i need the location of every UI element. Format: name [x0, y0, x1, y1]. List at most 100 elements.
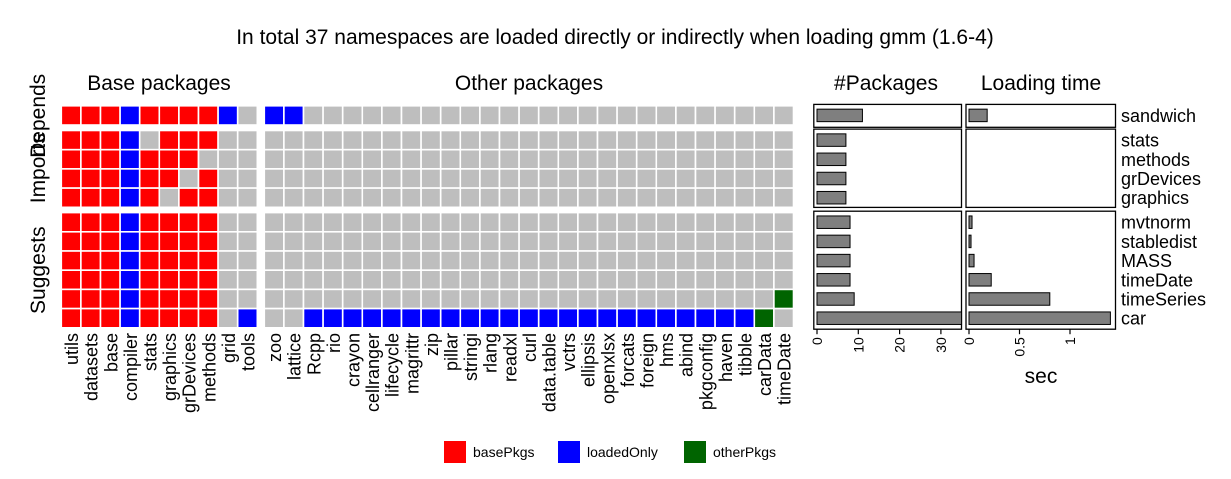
cell-car-forcats [616, 307, 638, 329]
cell-timeSeries-hms [655, 288, 677, 310]
cell-sandwich-datasets [80, 105, 102, 126]
cell-mvtnorm-forcats [616, 211, 638, 233]
cell-methods-curl [518, 148, 540, 170]
cell-graphics-tibble [733, 187, 756, 209]
cell-stabledist-hms [655, 231, 677, 252]
time-axis-tick-label-1: 0.5 [1012, 337, 1028, 357]
cell-timeDate-datasets [80, 269, 102, 291]
cell-stabledist-crayon [341, 231, 364, 252]
cell-methods-Rcpp [302, 148, 324, 170]
cell-graphics-grid [217, 187, 239, 209]
cell-methods-ellipsis [577, 148, 599, 170]
cell-timeDate-lattice [283, 269, 305, 291]
cell-graphics-pkgconfig [694, 187, 716, 209]
cell-stabledist-graphics [158, 231, 180, 252]
row-label-stats: stats [1121, 131, 1159, 151]
cell-stats-zoo [263, 129, 285, 151]
cell-timeSeries-timeDate [773, 288, 795, 310]
cell-sandwich-Rcpp [302, 105, 324, 126]
cell-methods-grid [217, 148, 239, 170]
cell-grDevices-pkgconfig [694, 168, 716, 189]
cell-stats-timeDate [773, 129, 795, 151]
cell-sandwich-foreign [635, 105, 658, 126]
cell-graphics-lattice [283, 187, 305, 209]
cell-MASS-base [99, 250, 121, 272]
cell-timeSeries-ellipsis [577, 288, 599, 310]
time-panel-frame-depends [965, 103, 1117, 128]
column-label-zoo: zoo [265, 333, 285, 362]
cell-mvtnorm-pillar [439, 211, 462, 233]
count-bar-timeSeries [816, 292, 855, 306]
time-panel-frame-imports [965, 128, 1117, 209]
cell-methods-carData [753, 148, 775, 170]
cell-car-zip [420, 307, 442, 329]
cell-mvtnorm-timeDate [773, 211, 795, 233]
column-label-magrittr: magrittr [402, 333, 422, 394]
cell-mvtnorm-lifecycle [381, 211, 403, 233]
cell-MASS-forcats [616, 250, 638, 272]
cell-timeSeries-abind [675, 288, 697, 310]
cell-stabledist-zoo [263, 231, 285, 252]
column-label-curl: curl [520, 333, 540, 362]
cell-timeSeries-haven [714, 288, 736, 310]
column-label-timeDate: timeDate [775, 333, 795, 405]
cell-car-ellipsis [577, 307, 599, 329]
cell-methods-haven [714, 148, 736, 170]
cell-graphics-foreign [635, 187, 658, 209]
column-label-lattice: lattice [285, 333, 305, 380]
cell-timeSeries-curl [518, 288, 540, 310]
cell-car-readxl [498, 307, 520, 329]
cell-car-pillar [439, 307, 462, 329]
cell-car-data.table [537, 307, 560, 329]
cell-grDevices-pillar [439, 168, 462, 189]
cell-car-carData [753, 307, 775, 329]
row-label-MASS: MASS [1121, 251, 1172, 271]
cell-timeDate-methods [197, 269, 219, 291]
column-label-carData: carData [755, 332, 775, 396]
legend-label-loadedOnly: loadedOnly [587, 444, 658, 460]
cell-stats-utils [60, 129, 82, 151]
cell-timeSeries-base [99, 288, 121, 310]
cell-MASS-compiler [119, 250, 141, 272]
cell-sandwich-zoo [263, 105, 285, 126]
cell-stats-foreign [635, 129, 658, 151]
cell-stats-lattice [283, 129, 305, 151]
cell-sandwich-tools [236, 105, 259, 126]
cell-methods-openxlsx [596, 148, 618, 170]
column-label-hms: hms [657, 333, 677, 367]
cell-graphics-grDevices [178, 187, 200, 209]
cell-timeDate-graphics [158, 269, 180, 291]
cell-grDevices-stringi [459, 168, 481, 189]
cell-car-datasets [80, 307, 102, 329]
cell-methods-hms [655, 148, 677, 170]
column-label-readxl: readxl [500, 333, 520, 382]
cell-sandwich-vctrs [557, 105, 579, 126]
cell-graphics-readxl [498, 187, 520, 209]
cell-graphics-data.table [537, 187, 560, 209]
cell-stabledist-readxl [498, 231, 520, 252]
cell-car-magrittr [400, 307, 422, 329]
cell-grDevices-graphics [158, 168, 180, 189]
cell-timeDate-data.table [537, 269, 560, 291]
count-bar-stats [816, 133, 847, 147]
cell-timeDate-pillar [439, 269, 462, 291]
cell-mvtnorm-pkgconfig [694, 211, 716, 233]
cell-methods-abind [675, 148, 697, 170]
cell-stats-rlang [479, 129, 501, 151]
cell-sandwich-ellipsis [577, 105, 599, 126]
cell-stabledist-magrittr [400, 231, 422, 252]
cell-methods-pkgconfig [694, 148, 716, 170]
cell-grDevices-stats [138, 168, 161, 189]
cell-sandwich-tibble [733, 105, 756, 126]
cell-timeDate-curl [518, 269, 540, 291]
cell-methods-graphics [158, 148, 180, 170]
cell-MASS-crayon [341, 250, 364, 272]
cell-stabledist-rlang [479, 231, 501, 252]
cell-stabledist-lattice [283, 231, 305, 252]
cell-sandwich-lifecycle [381, 105, 403, 126]
cell-timeDate-zoo [263, 269, 285, 291]
cell-mvtnorm-vctrs [557, 211, 579, 233]
cell-stats-data.table [537, 129, 560, 151]
cell-timeSeries-magrittr [400, 288, 422, 310]
